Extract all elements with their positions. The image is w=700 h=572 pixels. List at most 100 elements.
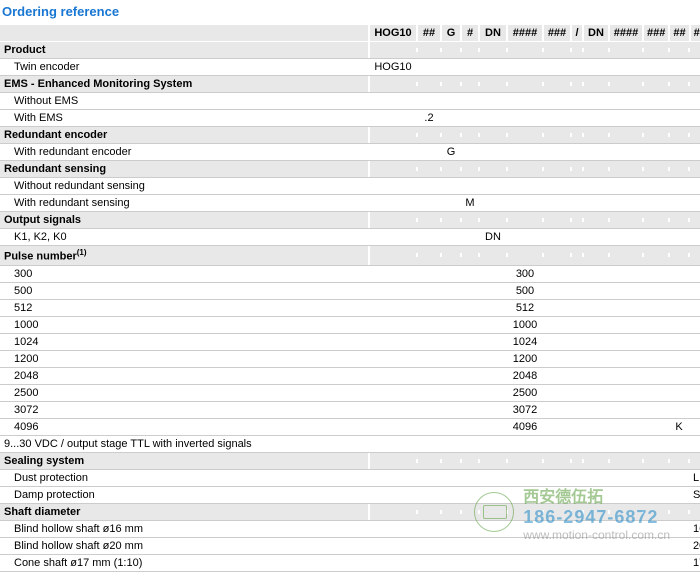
cell — [462, 150, 480, 154]
cell — [370, 253, 418, 257]
cell — [572, 323, 584, 327]
cell — [690, 306, 700, 310]
cell — [584, 133, 610, 137]
cell — [544, 65, 572, 69]
cell — [370, 476, 418, 480]
cell — [670, 391, 690, 395]
cell — [544, 306, 572, 310]
option-row: Dust protectionLR — [0, 470, 700, 487]
cell — [442, 167, 462, 171]
cell — [644, 459, 670, 463]
option-row: Damp protectionSR — [0, 487, 700, 504]
cell — [418, 510, 442, 514]
cell — [480, 527, 508, 531]
cell: 1000 — [508, 317, 544, 333]
cell — [442, 510, 462, 514]
cell — [462, 133, 480, 137]
cell — [690, 167, 700, 171]
cell — [480, 116, 508, 120]
cell — [508, 150, 544, 154]
cell: Twin encoder — [0, 59, 370, 75]
cell — [370, 167, 418, 171]
cell — [572, 116, 584, 120]
cell — [462, 65, 480, 69]
cell — [418, 65, 442, 69]
cell — [418, 425, 442, 429]
cell — [584, 235, 610, 239]
cell: Damp protection — [0, 487, 370, 503]
option-row: 20482048 — [0, 368, 700, 385]
cell — [644, 82, 670, 86]
cell — [670, 253, 690, 257]
cell — [544, 527, 572, 531]
cell — [572, 357, 584, 361]
cell — [544, 272, 572, 276]
cell — [508, 459, 544, 463]
cell — [644, 253, 670, 257]
cell — [462, 48, 480, 52]
cell — [442, 323, 462, 327]
cell: Product — [0, 42, 370, 58]
cell — [462, 527, 480, 531]
cell — [690, 235, 700, 239]
cell — [442, 561, 462, 565]
cell — [544, 459, 572, 463]
cell — [442, 340, 462, 344]
ordering-table: HOG10##G#DN#######/DN###############Prod… — [0, 25, 700, 572]
cell: With EMS — [0, 110, 370, 126]
cell — [670, 150, 690, 154]
cell: 1000 — [0, 317, 370, 333]
cell: Sealing system — [0, 453, 370, 469]
cell — [584, 561, 610, 565]
cell — [508, 116, 544, 120]
option-row: 300300 — [0, 266, 700, 283]
cell — [370, 116, 418, 120]
option-row: 10241024 — [0, 334, 700, 351]
cell — [544, 391, 572, 395]
cell — [508, 133, 544, 137]
cell — [508, 99, 544, 103]
cell — [610, 527, 644, 531]
cell — [480, 253, 508, 257]
cell — [670, 357, 690, 361]
cell — [670, 306, 690, 310]
cell — [572, 459, 584, 463]
cell — [462, 218, 480, 222]
cell — [690, 391, 700, 395]
cell — [480, 65, 508, 69]
cell — [644, 99, 670, 103]
cell — [480, 476, 508, 480]
cell — [462, 235, 480, 239]
cell — [572, 272, 584, 276]
page-title: Ordering reference — [0, 0, 700, 25]
cell — [670, 184, 690, 188]
cell — [670, 218, 690, 222]
cell: 512 — [0, 300, 370, 316]
cell — [480, 544, 508, 548]
cell — [610, 510, 644, 514]
cell: Without EMS — [0, 93, 370, 109]
cell — [544, 235, 572, 239]
cell — [370, 272, 418, 276]
cell — [544, 133, 572, 137]
cell — [462, 391, 480, 395]
cell — [442, 253, 462, 257]
cell — [584, 340, 610, 344]
cell — [572, 289, 584, 293]
cell — [442, 235, 462, 239]
cell — [644, 425, 670, 429]
cell — [544, 201, 572, 205]
cell: Redundant sensing — [0, 161, 370, 177]
cell — [462, 167, 480, 171]
cell — [584, 253, 610, 257]
cell — [610, 218, 644, 222]
cell — [610, 476, 644, 480]
cell — [584, 544, 610, 548]
cell — [610, 425, 644, 429]
cell — [670, 82, 690, 86]
cell — [480, 272, 508, 276]
cell — [508, 48, 544, 52]
cell: 1200 — [0, 351, 370, 367]
cell: #### — [610, 25, 644, 41]
cell — [584, 167, 610, 171]
